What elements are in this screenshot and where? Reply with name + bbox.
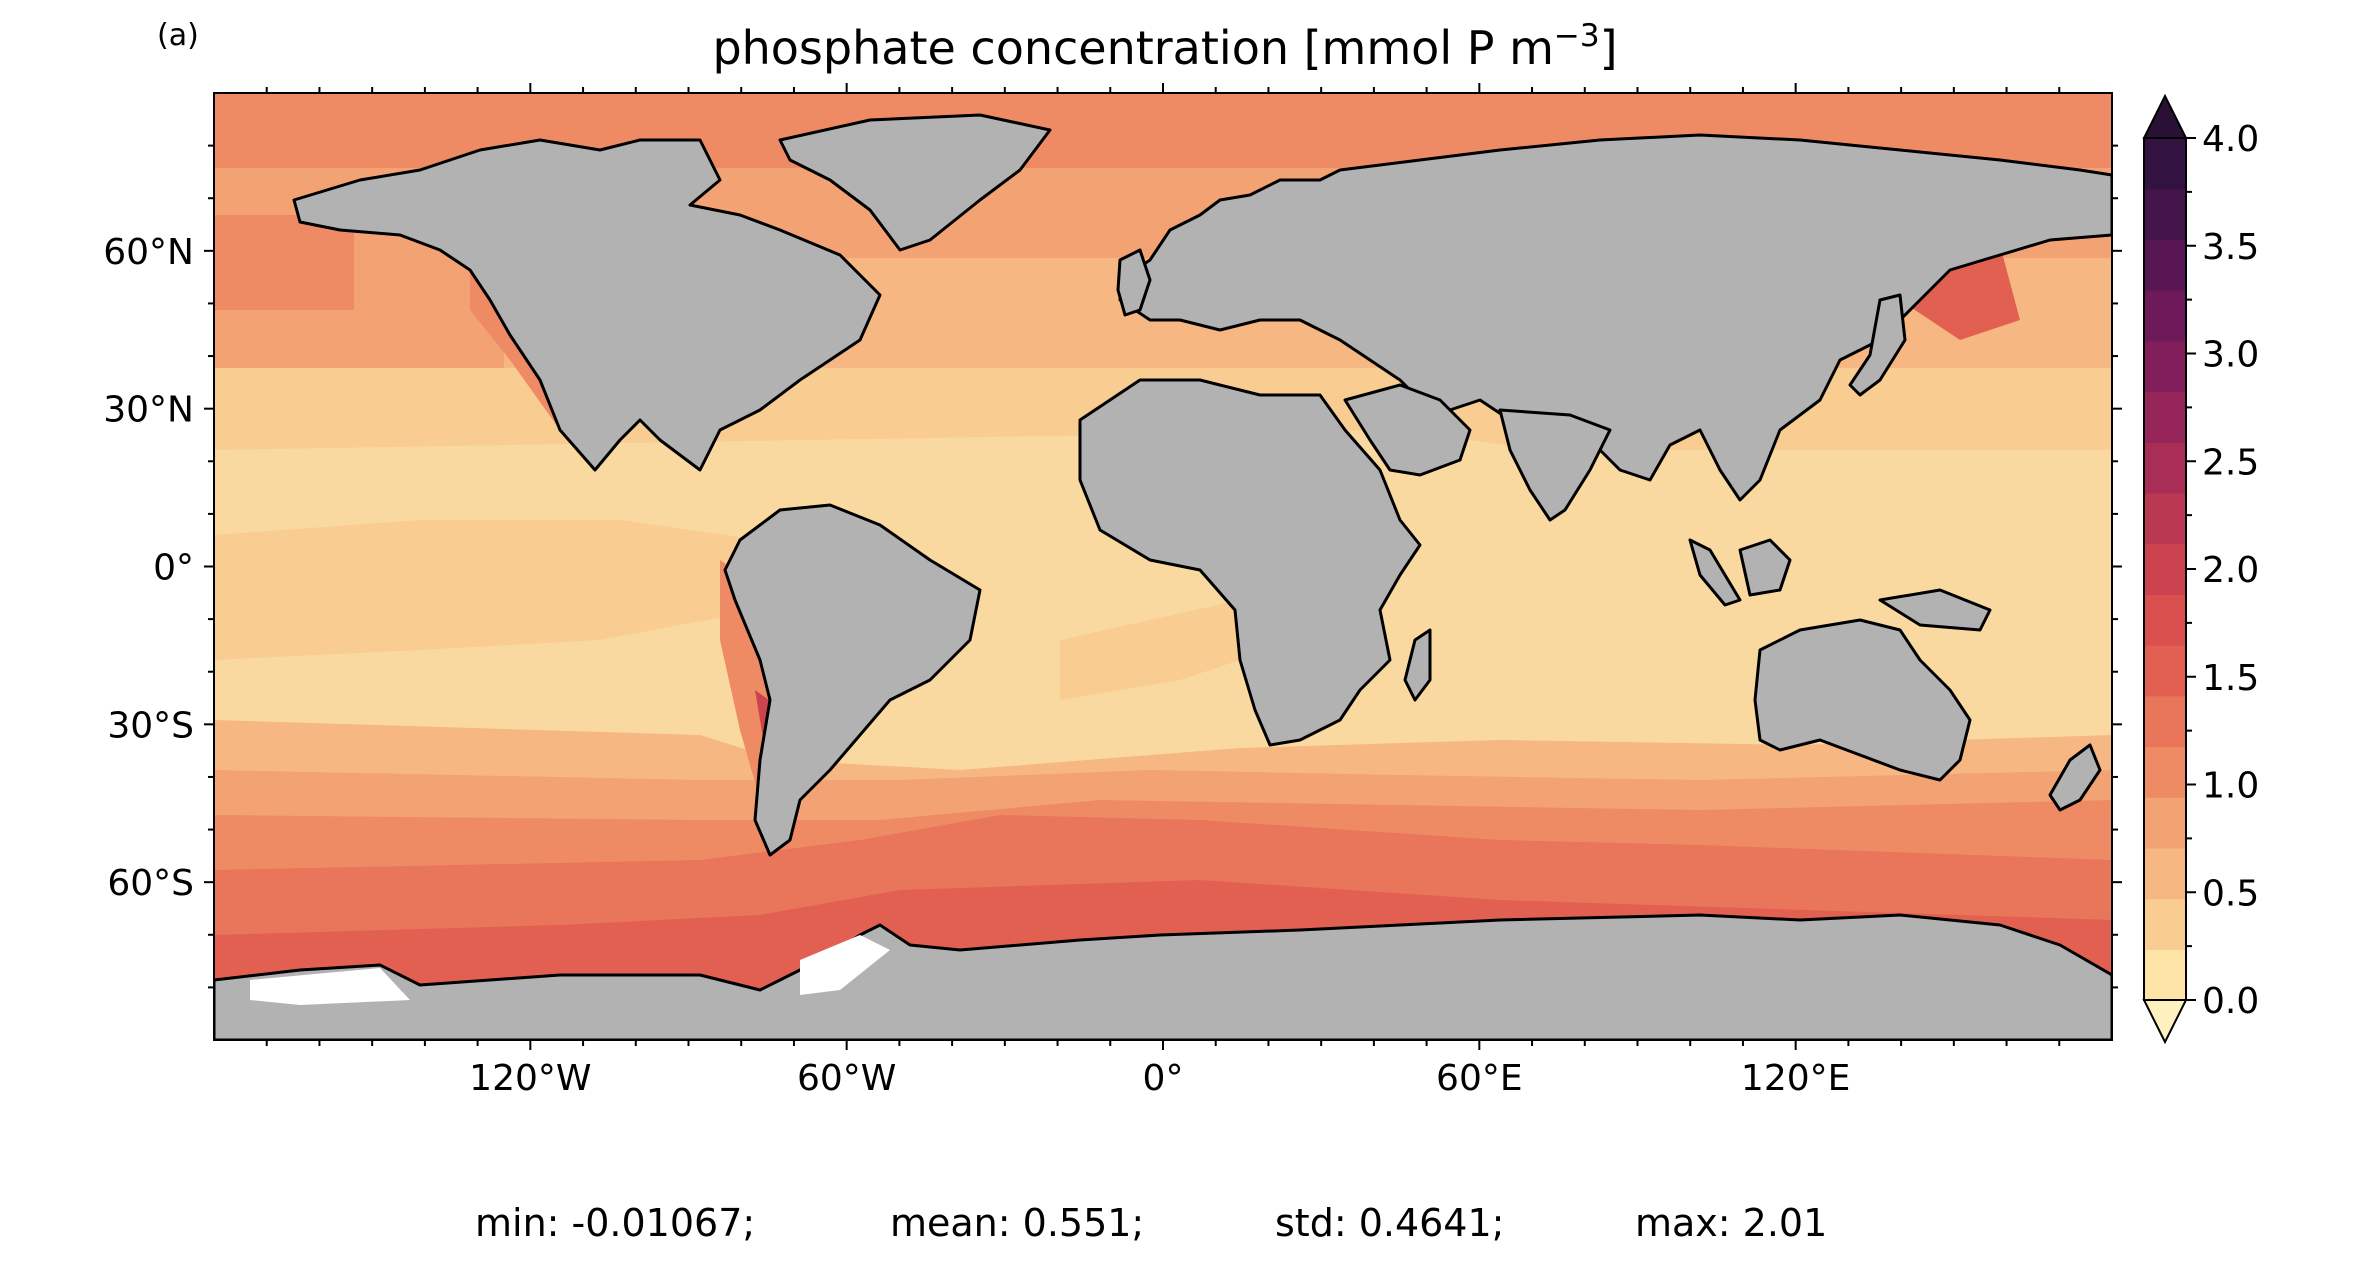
land-madagascar (1403, 628, 1432, 702)
colorbar-segment (2144, 138, 2186, 190)
land-africa (1078, 378, 1422, 747)
land-japan (1848, 293, 1907, 397)
lat-tick-label: 60°S (107, 863, 194, 904)
land-new-zealand (2048, 743, 2102, 812)
colorbar-segment (2144, 949, 2186, 1001)
lat-tick-label: 0° (153, 548, 194, 589)
colorbar-tick-label: 1.0 (2202, 766, 2259, 807)
land (214, 113, 2112, 1040)
colorbar-tick-label: 3.0 (2202, 335, 2259, 376)
colorbar-segment (2144, 492, 2186, 545)
colorbar-segment (2144, 645, 2186, 697)
colorbar-segment (2144, 391, 2186, 443)
colorbar-tick-label: 0.5 (2202, 873, 2259, 914)
colorbar-segment (2144, 797, 2186, 849)
colorbar-extend-min (2142, 999, 2188, 1045)
lon-tick-label: 60°E (1436, 1058, 1523, 1099)
lat-tick-label: 60°N (103, 232, 194, 273)
lon-tick-label: 60°W (797, 1058, 896, 1099)
colorbar-segment (2144, 898, 2186, 950)
land-north-america (292, 138, 882, 472)
latitude-axis: 60°N 30°N 0° 30°S 60°S (103, 144, 2122, 989)
title-text: phosphate concentration [mmol P m (712, 21, 1553, 75)
stat-max: max: 2.01 (1635, 1201, 1827, 1245)
land-sumatra (1688, 538, 1742, 607)
colorbar: 0.0 0.5 1.0 1.5 2.0 2.5 3.0 3.5 4.0 (2142, 93, 2259, 1045)
colorbar-tick-label: 3.5 (2202, 227, 2259, 268)
colorbar-segment (2144, 442, 2186, 494)
map-area (214, 93, 2112, 1040)
colorbar-segment (2144, 594, 2186, 646)
colorbar-tick-label: 2.5 (2202, 442, 2259, 483)
lon-tick-label: 0° (1143, 1058, 1184, 1099)
land-india (1498, 408, 1612, 522)
lat-tick-label: 30°S (107, 705, 194, 746)
colorbar-segment (2144, 340, 2186, 393)
longitude-axis: 120°W 60°W 0° 60°E 120°E (265, 83, 2061, 1099)
lat-tick-label: 30°N (103, 390, 194, 431)
colorbar-segment (2144, 695, 2186, 748)
colorbar-tick-label: 1.5 (2202, 658, 2259, 699)
land-arabia (1343, 383, 1472, 477)
stat-min: min: -0.01067; (475, 1201, 755, 1245)
ice-gap-weddell (800, 935, 890, 995)
colorbar-segment (2144, 746, 2186, 798)
title-exponent: −3 (1554, 18, 1600, 54)
land-antarctica (214, 913, 2112, 1040)
land-eurasia (1118, 133, 2112, 502)
ocean-north-pacific-edge (214, 215, 354, 310)
lon-tick-label: 120°E (1741, 1058, 1850, 1099)
land-south-america (723, 503, 982, 857)
lon-tick-label: 120°W (469, 1058, 591, 1099)
colorbar-tick-label: 0.0 (2202, 981, 2259, 1022)
chart-title: phosphate concentration [mmol P m−3] (712, 18, 1617, 75)
ice-gap-ross (250, 968, 410, 1005)
colorbar-tick-label: 2.0 (2202, 550, 2259, 591)
stat-mean: mean: 0.551; (890, 1201, 1144, 1245)
land-australia (1753, 618, 1972, 782)
panel-label: (a) (157, 18, 199, 53)
stat-std: std: 0.4641; (1275, 1201, 1504, 1245)
ocean-eq-pacific-tongue (214, 520, 760, 660)
colorbar-segment (2144, 543, 2186, 595)
colorbar-segment (2144, 290, 2186, 342)
land-greenland (778, 113, 1052, 252)
land-borneo (1738, 538, 1792, 597)
colorbar-segment (2144, 847, 2186, 900)
colorbar-extend-max (2142, 93, 2188, 139)
title-close: ] (1600, 21, 1618, 75)
colorbar-segment (2144, 188, 2186, 241)
colorbar-tick-label: 4.0 (2202, 119, 2259, 160)
land-british-isles (1116, 248, 1152, 317)
colorbar-segment (2144, 239, 2186, 291)
land-new-guinea (1878, 588, 1992, 632)
